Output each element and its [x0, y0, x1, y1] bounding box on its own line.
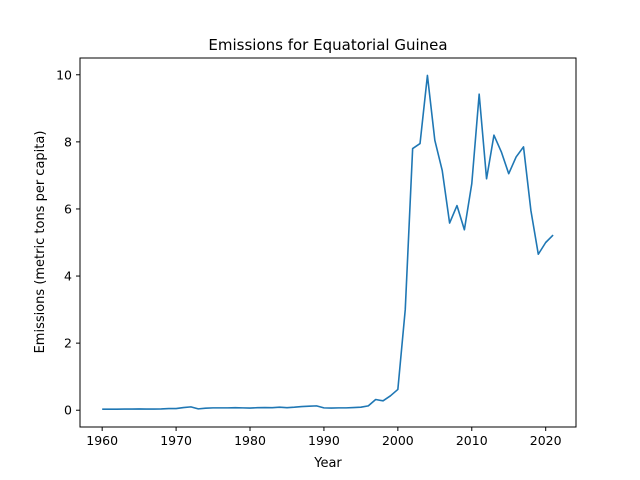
x-tick-label: 1970	[160, 433, 192, 448]
y-tick-label: 8	[64, 134, 72, 149]
plot-frame	[79, 57, 577, 428]
x-tick-label: 1960	[86, 433, 118, 448]
y-axis-label: Emissions (metric tons per capita)	[33, 131, 48, 354]
x-tick-label: 2010	[456, 433, 488, 448]
chart-title: Emissions for Equatorial Guinea	[208, 36, 447, 54]
x-axis-ticks: 1960 1970 1980 1990 2000 2010 2020	[86, 427, 562, 448]
y-tick-label: 2	[64, 336, 72, 351]
x-tick-label: 1980	[234, 433, 266, 448]
y-tick-label: 6	[64, 201, 72, 216]
x-tick-label: 1990	[308, 433, 340, 448]
y-tick-label: 0	[64, 403, 72, 418]
x-tick-label: 2020	[530, 433, 562, 448]
x-axis-label: Year	[313, 456, 342, 471]
series-line-0	[102, 74, 554, 411]
series-layer	[102, 74, 554, 411]
y-tick-label: 10	[56, 67, 72, 82]
y-tick-label: 4	[64, 269, 72, 284]
plot-area	[80, 58, 576, 427]
x-tick-label: 2000	[382, 433, 414, 448]
y-axis-ticks: 0 2 4 6 8 10	[56, 67, 80, 418]
